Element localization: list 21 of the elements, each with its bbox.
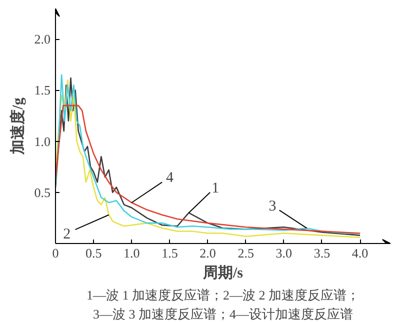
- text: 1—波 1 加速度反应谱；2—波 2 加速度反应谱；: [86, 288, 360, 302]
- y-tick-label: 0.5: [34, 184, 50, 200]
- text: 3—波 3 加速度反应谱；4—设计加速度反应谱: [93, 306, 353, 322]
- x-tick-label: 1.0: [124, 246, 140, 260]
- x-tick-label: 0: [52, 246, 59, 260]
- y-tick-label: 2.0: [34, 32, 50, 47]
- x-tick-label: 3.5: [314, 246, 330, 260]
- x-tick-label: 4.0: [352, 246, 368, 260]
- x-tick-label: 3.0: [276, 246, 292, 260]
- x-tick-label: 2.0: [200, 246, 216, 260]
- y-axis-title: 加速度/g: [8, 97, 26, 156]
- x-tick-label: 1.5: [162, 246, 178, 260]
- x-tick-label: 2.5: [238, 246, 254, 260]
- x-axis-title: 周期/s: [202, 264, 244, 282]
- y-tick-label: 1.0: [34, 134, 50, 149]
- x-tick-label: 0.5: [85, 246, 102, 260]
- annotation: 1: [212, 180, 220, 196]
- annotation: 3: [268, 198, 276, 215]
- y-tick-label: 1.5: [34, 82, 50, 98]
- annotation: 2: [63, 226, 71, 242]
- annotation: 4: [166, 170, 174, 186]
